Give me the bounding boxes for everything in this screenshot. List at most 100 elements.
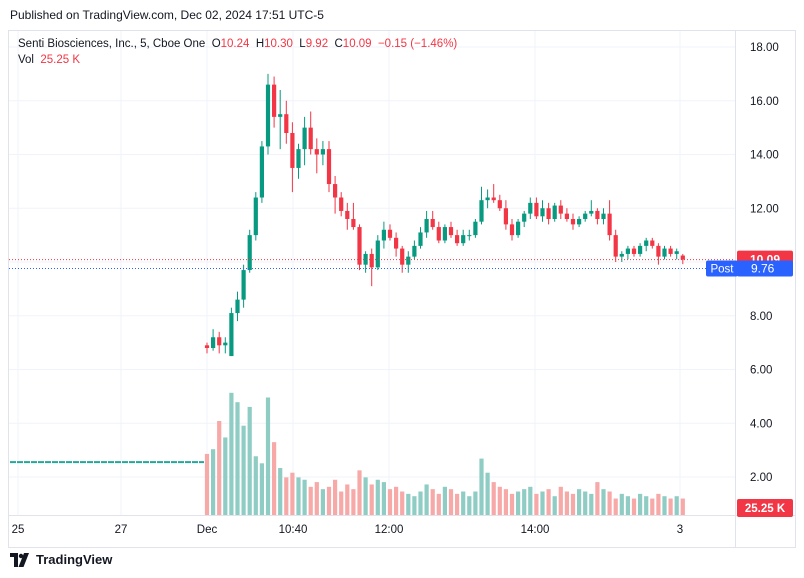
candle — [247, 229, 252, 273]
candle-body — [394, 237, 399, 249]
candle-body — [577, 219, 582, 225]
volume-bar — [333, 479, 338, 515]
candle-body — [272, 84, 277, 117]
volume-bar — [394, 486, 399, 515]
candle-body — [345, 210, 350, 219]
volume-bar — [387, 489, 393, 515]
volume-bar — [631, 498, 637, 515]
candle — [577, 216, 582, 228]
candle — [674, 248, 679, 260]
candle-body — [308, 127, 313, 150]
post-price-bg — [737, 260, 793, 277]
volume-bar — [601, 489, 606, 515]
volume-bar — [290, 472, 295, 515]
candle — [497, 194, 502, 211]
post-price-label: 9.76 — [751, 261, 775, 275]
volume-bar — [204, 453, 210, 515]
volume-bar — [497, 486, 502, 515]
candle-body — [558, 205, 563, 214]
volume-bar — [217, 421, 222, 515]
candle-body — [229, 313, 234, 357]
volume-bar — [406, 493, 411, 515]
x-tick-label: Dec — [197, 524, 218, 536]
candle — [461, 229, 466, 246]
candle — [326, 141, 332, 193]
candle-body — [223, 342, 228, 346]
candle — [583, 210, 588, 222]
volume-bar — [418, 491, 423, 515]
candle — [272, 76, 277, 128]
candle — [491, 184, 496, 203]
y-tick-label: 12.00 — [750, 203, 779, 215]
candle-body — [680, 255, 685, 260]
volume-bar — [564, 491, 569, 515]
candle — [528, 197, 533, 219]
candle — [436, 221, 441, 244]
volume-bar — [369, 484, 374, 515]
candle — [314, 138, 319, 174]
volume-bar — [570, 493, 576, 515]
volume-label[interactable]: Vol — [18, 54, 34, 66]
candle-body — [302, 127, 307, 150]
candle — [619, 251, 624, 262]
symbol-title[interactable]: Senti Biosciences, Inc., 5, Cboe One — [18, 38, 206, 50]
volume-bar — [479, 458, 484, 515]
candle — [223, 337, 228, 354]
x-tick-label: 25 — [12, 524, 25, 536]
volume-bar — [638, 493, 643, 515]
volume-bar — [522, 489, 527, 515]
candle-body — [650, 240, 655, 246]
candle — [345, 202, 350, 230]
volume-bar — [528, 486, 533, 515]
candle — [558, 200, 563, 219]
candle — [363, 251, 368, 273]
candle — [631, 245, 637, 257]
volume-bar — [619, 493, 624, 515]
candle — [613, 229, 618, 262]
volume-bar — [430, 489, 435, 515]
high-value: 10.30 — [264, 38, 293, 50]
candle — [418, 227, 423, 249]
high-label: H — [255, 38, 265, 50]
y-tick-label: 4.00 — [750, 418, 772, 430]
candle-body — [448, 227, 454, 236]
volume-bar — [265, 397, 271, 515]
candle — [656, 243, 661, 265]
candle-body — [552, 205, 557, 219]
volume-bar — [577, 489, 582, 515]
candle-body — [564, 213, 569, 219]
y-tick-label: 16.00 — [750, 96, 779, 108]
ohlc-legend: Senti Biosciences, Inc., 5, Cboe One O10… — [18, 36, 457, 68]
candle — [204, 342, 210, 354]
candle — [442, 224, 447, 244]
close-value: 10.09 — [342, 38, 372, 50]
volume-bar — [326, 486, 332, 515]
candle — [479, 186, 484, 225]
volume-bar — [253, 456, 258, 515]
candle-body — [351, 219, 356, 228]
candle-body — [601, 213, 606, 219]
candle — [485, 189, 490, 209]
legend-row-volume: Vol 25.25 K — [18, 52, 457, 68]
volume-bar — [516, 491, 521, 515]
volume-bar — [375, 479, 380, 515]
volume-bar — [589, 493, 594, 515]
volume-bar — [595, 482, 600, 515]
candle-body — [583, 213, 588, 219]
candle-body — [546, 208, 551, 219]
footer-brand: TradingView — [10, 552, 112, 567]
candle — [589, 200, 594, 217]
candle — [259, 141, 264, 203]
volume-bar — [680, 498, 685, 515]
volume-bar — [320, 489, 325, 515]
candle-body — [235, 299, 240, 314]
candle-body — [455, 235, 460, 244]
candle — [516, 219, 521, 238]
post-tag-label: Post — [710, 263, 734, 275]
candle-body — [540, 208, 545, 217]
volume-bar — [211, 449, 216, 515]
candle-body — [284, 114, 289, 133]
candle-body — [516, 221, 521, 236]
volume-bar — [503, 489, 508, 515]
